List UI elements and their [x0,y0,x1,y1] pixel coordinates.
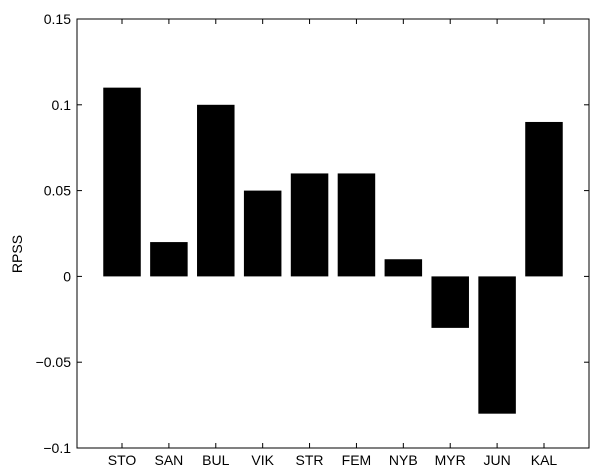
x-tick-label-nyb: NYB [389,452,418,468]
bar-str [290,173,329,277]
y-axis-label: RPSS [9,235,25,273]
bar-sto [103,87,141,277]
plot-frame [76,18,590,449]
y-tick-label: 0.05 [44,183,71,199]
x-axis: STO SAN BUL VIK STR FEM NYB MYR JUN KAL [108,19,558,468]
x-tick-label-vik: VIK [251,452,274,468]
bar-jun [478,276,516,414]
x-tick-label-myr: MYR [435,452,466,468]
x-tick-label-fem: FEM [342,452,372,468]
bars-group [103,87,563,414]
bar-myr [431,276,469,328]
bar-nyb [384,259,423,277]
bar-vik [243,190,282,277]
y-tick-label: −0.1 [43,440,71,456]
x-tick-label-kal: KAL [531,452,558,468]
y-tick-label: −0.05 [36,354,72,370]
x-tick-label-sto: STO [108,452,137,468]
bar-san [150,242,188,277]
y-tick-label: 0 [63,268,71,284]
x-tick-label-san: SAN [154,452,183,468]
y-tick-label: 0.15 [44,11,71,27]
x-tick-label-bul: BUL [202,452,229,468]
bar-bul [197,104,235,277]
bar-kal [525,121,563,277]
y-tick-label: 0.1 [52,97,72,113]
x-tick-label-str: STR [296,452,324,468]
y-axis: −0.1 −0.05 0 0.05 0.1 0.15 [36,11,589,456]
bar-fem [337,173,376,277]
x-tick-label-jun: JUN [483,452,510,468]
plot-area [76,18,590,449]
